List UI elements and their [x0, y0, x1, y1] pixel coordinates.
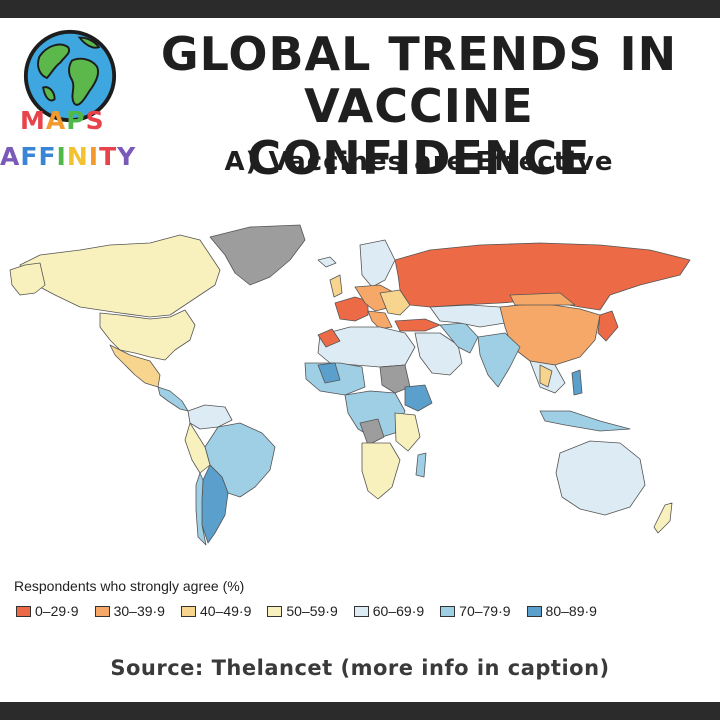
- map-southern-africa: [361, 442, 401, 500]
- map-sudan: [379, 364, 411, 394]
- map-mongolia: [509, 292, 576, 306]
- legend-item: 80–89·9: [526, 603, 597, 619]
- bottom-border: [0, 702, 720, 720]
- legend-label: 40–49·9: [199, 603, 252, 619]
- brand-affinity: AFFINITY: [0, 142, 136, 171]
- legend-label: 60–69·9: [372, 603, 425, 619]
- legend-swatch: [180, 605, 196, 617]
- legend: 0–29·9 30–39·9 40–49·9 50–59·9 60–69·9 70–79·…: [16, 603, 597, 619]
- legend-item: 30–39·9: [94, 603, 165, 619]
- map-vietnam: [539, 364, 553, 388]
- map-canada: [19, 234, 221, 318]
- map-east-africa: [394, 412, 421, 452]
- map-uk: [329, 274, 343, 298]
- map-australia: [555, 440, 646, 516]
- legend-item: 70–79·9: [440, 603, 511, 619]
- map-russia: [394, 242, 691, 311]
- affinity-letter: I: [88, 142, 100, 171]
- map-scandinavia: [359, 239, 396, 288]
- legend-label: 50–59·9: [286, 603, 338, 619]
- map-italy-balkans: [367, 310, 393, 330]
- map-drc: [359, 418, 385, 446]
- maps-letter: S: [85, 106, 105, 135]
- map-chile: [195, 472, 207, 546]
- map-middle-east: [414, 332, 463, 376]
- legend-label: 30–39·9: [113, 603, 165, 619]
- map-mexico: [109, 344, 161, 388]
- legend-item: 50–59·9: [267, 603, 338, 619]
- legend-swatch: [16, 605, 31, 617]
- map-korea-japan: [597, 310, 619, 342]
- legend-item: 40–49·9: [180, 603, 252, 619]
- maps-letter: M: [20, 106, 46, 135]
- legend-title: Respondents who strongly agree (%): [14, 578, 245, 594]
- page-title: GLOBAL TRENDS IN VACCINE CONFIDENCE: [128, 28, 710, 184]
- brand-maps: MAPS: [20, 106, 105, 135]
- map-turkey: [394, 318, 441, 332]
- map-madagascar: [415, 452, 427, 478]
- legend-swatch: [526, 605, 542, 617]
- affinity-letter: I: [56, 142, 67, 171]
- map-indonesia: [539, 410, 631, 432]
- map-usa: [99, 309, 196, 361]
- legend-label: 70–79·9: [459, 603, 511, 619]
- map-new-zealand: [653, 502, 673, 534]
- map-india: [477, 332, 521, 388]
- title-line-2: VACCINE CONFIDENCE: [247, 79, 591, 185]
- map-iceland: [317, 256, 337, 268]
- source-caption: Source: Thelancet (more info in caption): [110, 656, 610, 680]
- title-line-1: GLOBAL TRENDS IN: [160, 27, 678, 81]
- legend-label: 0–29·9: [35, 603, 79, 619]
- map-central-africa: [344, 390, 406, 440]
- globe-icon: [23, 29, 117, 123]
- legend-swatch: [267, 605, 283, 617]
- map-eastern-europe: [379, 289, 411, 316]
- top-border: [0, 0, 720, 18]
- legend-item: 60–69·9: [353, 603, 425, 619]
- map-greenland: [209, 224, 306, 286]
- map-philippines: [571, 369, 583, 396]
- map-central-asia: [429, 304, 506, 328]
- maps-letter: P: [66, 106, 86, 135]
- legend-item: 0–29·9: [16, 603, 79, 619]
- map-alaska: [9, 262, 46, 296]
- legend-label: 80–89·9: [545, 603, 597, 619]
- world-map: [9, 224, 691, 546]
- maps-letter: A: [45, 106, 67, 135]
- affinity-letter: A: [0, 142, 21, 171]
- map-morocco: [317, 328, 341, 348]
- affinity-letter: F: [20, 142, 39, 171]
- map-ethiopia: [404, 384, 433, 412]
- affinity-letter: N: [66, 142, 89, 171]
- map-western-europe: [334, 296, 369, 322]
- legend-swatch: [440, 605, 456, 617]
- page-subtitle: A) Vaccines are Effective: [224, 147, 614, 177]
- legend-swatch: [353, 605, 369, 617]
- affinity-letter: Y: [117, 142, 137, 171]
- affinity-letter: T: [99, 142, 118, 171]
- map-mali: [317, 362, 341, 384]
- legend-swatch: [94, 605, 110, 617]
- map-central-america: [157, 386, 189, 412]
- map-colombia-venezuela: [187, 404, 233, 430]
- affinity-letter: F: [38, 142, 57, 171]
